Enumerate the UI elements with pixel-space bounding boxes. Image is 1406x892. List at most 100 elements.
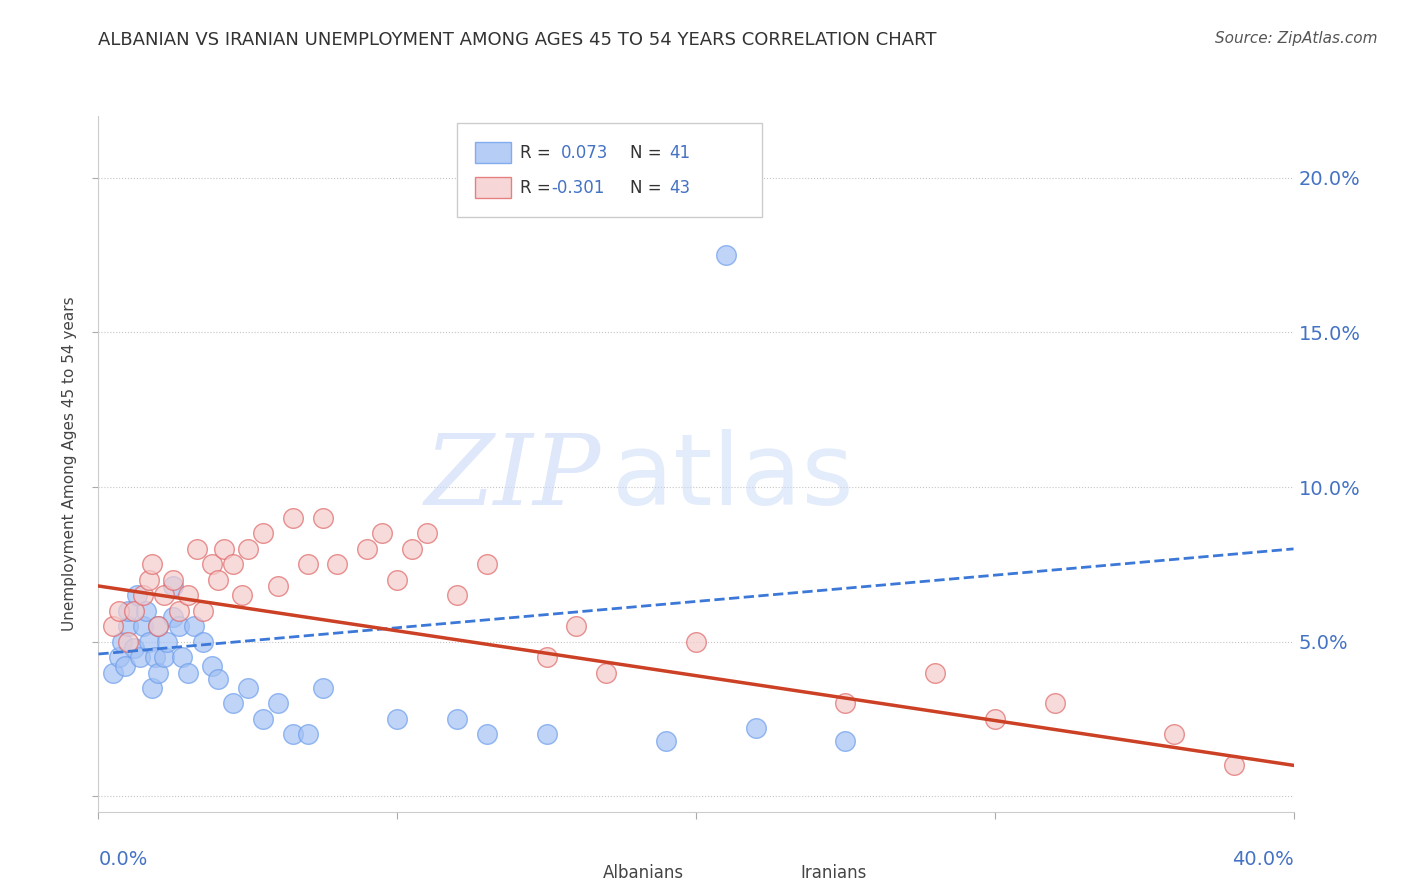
Point [148,619,170,633]
Point [1043,697,1066,711]
Point [475,558,498,572]
Point [201,659,224,673]
Point [191,604,214,618]
Point [311,511,333,525]
Point [252,526,274,541]
Text: Albanians: Albanians [603,864,683,882]
Text: atlas: atlas [613,429,853,526]
Text: 0.073: 0.073 [561,144,609,161]
Point [117,619,139,633]
Text: N =: N = [630,178,666,196]
FancyBboxPatch shape [475,178,510,198]
Point [135,604,157,618]
Point [141,681,163,695]
Point [167,604,190,618]
Point [124,604,146,618]
Point [371,526,394,541]
Point [138,573,160,587]
Point [267,697,290,711]
Text: 43: 43 [669,178,690,196]
Point [685,634,707,648]
Point [138,634,160,648]
Point [281,727,304,741]
Point [183,619,205,633]
Point [177,665,200,680]
Point [281,511,304,525]
Point [655,733,678,747]
Point [111,634,134,648]
Point [117,604,139,618]
Text: R =: R = [520,144,557,161]
Point [1223,758,1246,772]
Point [446,712,468,726]
Point [167,619,190,633]
Point [103,619,125,633]
Point [231,588,253,602]
Point [311,681,333,695]
Point [153,650,176,665]
Point [236,541,259,556]
Text: ZIP: ZIP [425,430,600,525]
Point [984,712,1007,726]
Point [132,619,155,633]
Point [156,634,179,648]
Point [236,681,259,695]
Point [124,640,146,655]
Point [536,650,558,665]
Y-axis label: Unemployment Among Ages 45 to 54 years: Unemployment Among Ages 45 to 54 years [62,296,77,632]
Point [117,634,139,648]
Point [1163,727,1185,741]
Text: Iranians: Iranians [800,864,866,882]
Text: R =: R = [520,178,557,196]
Point [108,604,131,618]
FancyBboxPatch shape [553,863,595,883]
Point [297,558,319,572]
Point [172,650,194,665]
Point [745,721,768,735]
Point [356,541,378,556]
Point [326,558,349,572]
Point [132,588,155,602]
Point [114,659,136,673]
Point [162,573,184,587]
Point [536,727,558,741]
Point [834,697,856,711]
Point [191,634,214,648]
Point [714,248,737,262]
Point [222,558,245,572]
Text: 0.0%: 0.0% [98,850,148,869]
Point [297,727,319,741]
Point [207,672,229,686]
Text: N =: N = [630,144,666,161]
Point [186,541,208,556]
Point [222,697,245,711]
Point [207,573,229,587]
Text: -0.301: -0.301 [551,178,605,196]
Point [162,579,184,593]
Point [143,650,166,665]
Point [177,588,200,602]
Point [834,733,856,747]
Point [148,665,170,680]
Point [201,558,224,572]
Point [401,541,423,556]
Point [148,619,170,633]
FancyBboxPatch shape [749,863,792,883]
Point [565,619,588,633]
Point [267,579,290,593]
Point [127,588,149,602]
Point [924,665,946,680]
Point [595,665,617,680]
Text: 41: 41 [669,144,690,161]
Point [385,573,409,587]
Text: Source: ZipAtlas.com: Source: ZipAtlas.com [1215,31,1378,46]
Text: 40.0%: 40.0% [1232,850,1294,869]
FancyBboxPatch shape [475,143,510,163]
Point [141,558,163,572]
Point [129,650,152,665]
Point [475,727,498,741]
Point [416,526,439,541]
Point [108,650,131,665]
Point [103,665,125,680]
Point [153,588,176,602]
